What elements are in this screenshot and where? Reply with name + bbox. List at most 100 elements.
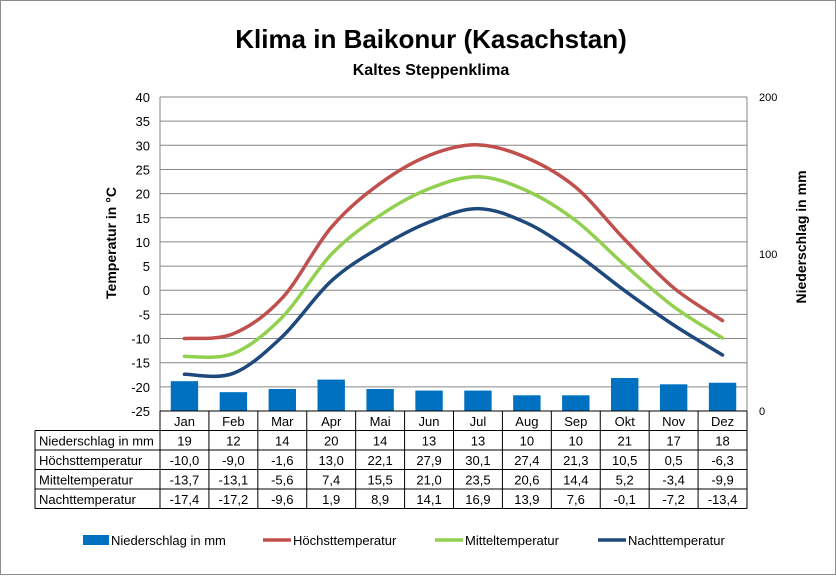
- x-tick-label: Apr: [321, 414, 342, 429]
- data-label: 15,5: [367, 473, 392, 488]
- x-tick-label: Jan: [174, 414, 195, 429]
- data-label: -0,1: [614, 492, 636, 507]
- data-label: -13,1: [219, 473, 249, 488]
- x-tick-label: Sep: [564, 414, 587, 429]
- data-label: -9,9: [711, 473, 733, 488]
- legend-label: Mitteltemperatur: [465, 533, 560, 548]
- y-tick-label: -10: [131, 332, 150, 347]
- precipitation-bar: [415, 390, 443, 411]
- data-label: 16,9: [465, 492, 490, 507]
- table-row-label: Höchsttemperatur: [39, 453, 143, 468]
- y-tick-label: 15: [136, 211, 150, 226]
- x-tick-label: Jun: [419, 414, 440, 429]
- y-tick-label: 20: [136, 187, 150, 202]
- data-label: 5,2: [616, 473, 634, 488]
- x-tick-label: Nov: [662, 414, 686, 429]
- y-tick-label: 0: [143, 283, 150, 298]
- table-row-label: Mitteltemperatur: [39, 473, 134, 488]
- data-label: -13,7: [170, 473, 200, 488]
- precipitation-bar: [611, 378, 639, 411]
- data-label: 21: [617, 434, 631, 449]
- x-tick-label: Dez: [711, 414, 734, 429]
- high-temp-line: [182, 143, 725, 341]
- data-label: 18: [715, 434, 729, 449]
- y-tick-label: -5: [138, 307, 150, 322]
- mean-temp-line: [182, 174, 725, 359]
- x-tick-label: Aug: [515, 414, 538, 429]
- precipitation-bar: [659, 384, 688, 411]
- y-tick-label: 5: [143, 259, 150, 274]
- data-label: -9,0: [222, 453, 244, 468]
- y-axis-label: Temperatur in °C: [103, 187, 119, 299]
- data-label: 10: [520, 434, 534, 449]
- data-label: 7,6: [567, 492, 585, 507]
- y2-axis-label: Niederschlag in mm: [793, 170, 809, 303]
- data-label: 0,5: [665, 453, 683, 468]
- precipitation-bar: [513, 395, 541, 411]
- y-tick-label: -15: [131, 356, 150, 371]
- data-label: 8,9: [371, 492, 389, 507]
- data-label: 14,4: [563, 473, 588, 488]
- data-label: 22,1: [367, 453, 392, 468]
- data-label: 13,0: [319, 453, 344, 468]
- data-label: 14: [275, 434, 289, 449]
- night-temp-line: [182, 206, 725, 379]
- data-label: 12: [226, 434, 240, 449]
- precipitation-bar: [562, 395, 590, 411]
- data-label: 7,4: [322, 473, 340, 488]
- precipitation-bar: [219, 392, 248, 411]
- data-label: -9,6: [271, 492, 293, 507]
- data-label: 20: [324, 434, 338, 449]
- y-tick-label: 10: [136, 235, 150, 250]
- legend-label: Niederschlag in mm: [111, 533, 226, 548]
- data-label: 27,9: [416, 453, 441, 468]
- y2-tick-label: 0: [759, 406, 765, 418]
- y-tick-label: 35: [136, 114, 150, 129]
- data-label: -17,2: [219, 492, 249, 507]
- chart-subtitle: Kaltes Steppenklima: [353, 62, 510, 79]
- y-tick-label: 30: [136, 138, 150, 153]
- y-tick-label: -25: [131, 404, 150, 419]
- y-tick-label: 25: [136, 162, 150, 177]
- data-label: 21,0: [416, 473, 441, 488]
- table-row-label: Nachttemperatur: [39, 492, 136, 507]
- precipitation-bar: [317, 379, 345, 411]
- data-label: 27,4: [514, 453, 539, 468]
- precipitation-bar: [464, 390, 492, 411]
- chart-title: Klima in Baikonur (Kasachstan): [235, 24, 627, 54]
- legend-swatch: [83, 535, 109, 545]
- data-label: 1,9: [322, 492, 340, 507]
- data-label: 30,1: [465, 453, 490, 468]
- legend-label: Höchsttemperatur: [293, 533, 397, 548]
- y-tick-label: -20: [131, 380, 150, 395]
- y2-tick-label: 100: [759, 249, 777, 261]
- data-label: 10: [569, 434, 583, 449]
- data-label: -1,6: [271, 453, 293, 468]
- y2-tick-label: 200: [759, 92, 777, 104]
- data-label: 13,9: [514, 492, 539, 507]
- data-label: 21,3: [563, 453, 588, 468]
- data-label: -17,4: [170, 492, 200, 507]
- x-tick-label: Feb: [222, 414, 244, 429]
- data-label: 10,5: [612, 453, 637, 468]
- precipitation-bar: [268, 389, 296, 411]
- y-tick-label: 40: [136, 90, 150, 105]
- data-label: 17: [666, 434, 680, 449]
- precipitation-bar: [366, 389, 394, 411]
- x-tick-label: Jul: [470, 414, 487, 429]
- data-label: 19: [177, 434, 191, 449]
- x-tick-label: Mar: [271, 414, 294, 429]
- data-label: 13: [422, 434, 436, 449]
- legend-label: Nachttemperatur: [628, 533, 725, 548]
- data-label: -3,4: [662, 473, 684, 488]
- precipitation-bar: [708, 382, 737, 411]
- data-label: -13,4: [708, 492, 738, 507]
- data-label: 23,5: [465, 473, 490, 488]
- x-tick-label: Okt: [615, 414, 636, 429]
- data-label: -5,6: [271, 473, 293, 488]
- data-label: 14,1: [416, 492, 441, 507]
- data-label: 13: [471, 434, 485, 449]
- data-label: -10,0: [170, 453, 200, 468]
